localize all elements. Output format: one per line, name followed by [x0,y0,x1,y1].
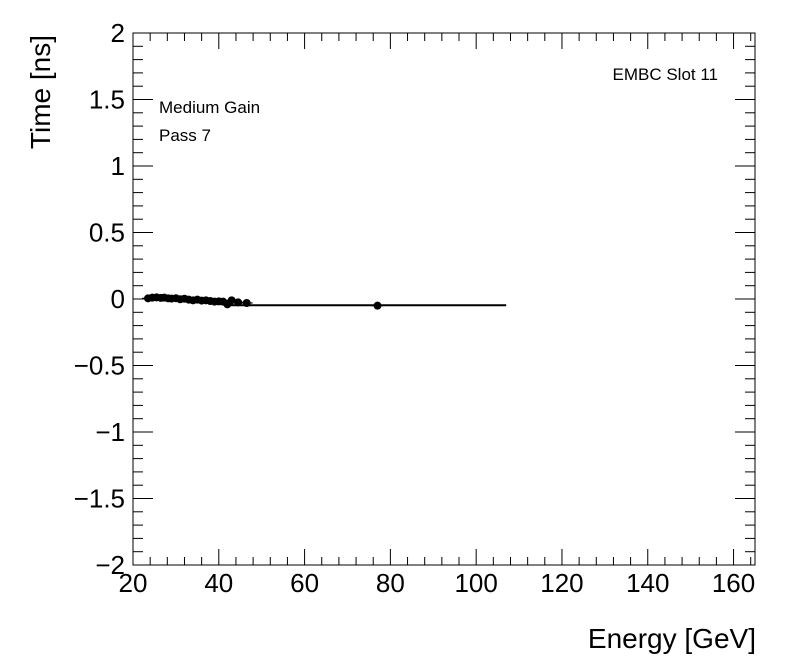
annotation-gain: Medium Gain [159,98,260,117]
y-tick-label: −1.5 [74,484,125,514]
annotation-slot: EMBC Slot 11 [612,65,718,84]
x-tick-label: 160 [712,568,755,598]
x-tick-label: 100 [454,568,497,598]
x-tick-label: 80 [376,568,405,598]
y-tick-labels: −2 −1.5 −1 −0.5 0 0.5 1 1.5 2 [74,18,125,580]
x-tick-labels: 20 40 60 80 100 120 140 160 [119,568,756,598]
x-tick-label: 120 [540,568,583,598]
y-axis-title: Time [ns] [25,35,56,149]
y-tick-label: 0.5 [89,218,125,248]
data-point [234,298,243,307]
y-tick-label: 1.5 [89,85,125,115]
y-tick-label: −1 [95,417,125,447]
x-tick-label: 20 [119,568,148,598]
y-tick-label: −0.5 [74,351,125,381]
data-point [373,301,382,310]
y-tick-label: 2 [111,18,125,48]
x-axis-title: Energy [GeV] [588,623,756,654]
data-points [142,293,384,310]
annotation-pass: Pass 7 [159,126,211,145]
x-tick-label: 40 [204,568,233,598]
y-tick-label: 1 [111,151,125,181]
x-tick-label: 60 [290,568,319,598]
data-point [242,298,251,307]
y-tick-label: −2 [95,550,125,580]
x-tick-label: 140 [626,568,669,598]
y-tick-label: 0 [111,284,125,314]
